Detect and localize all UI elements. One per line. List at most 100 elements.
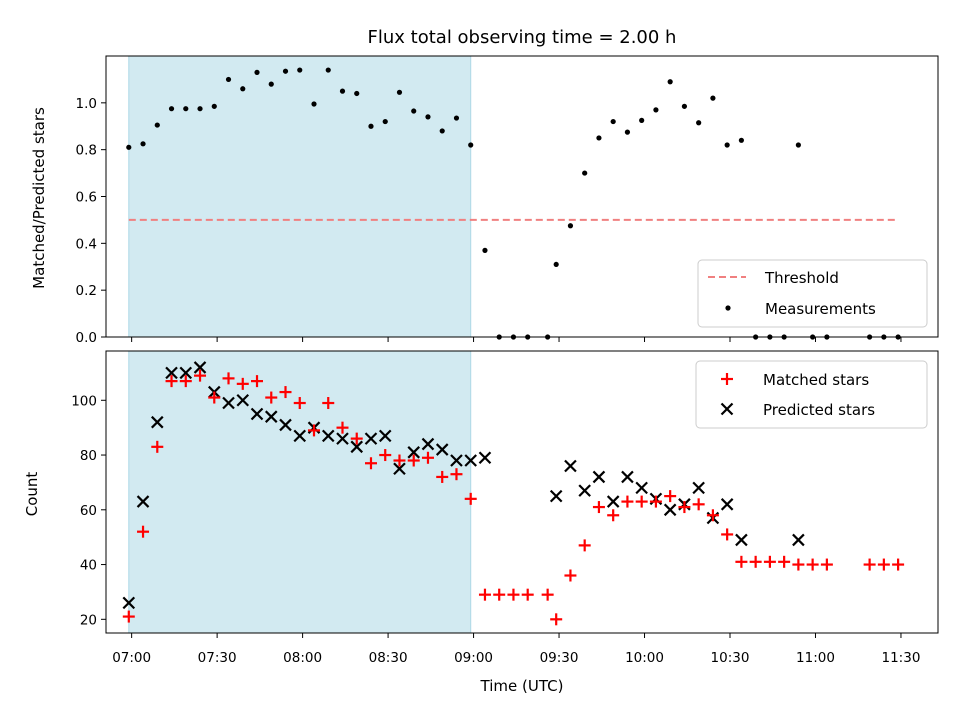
predicted-marker-stroke [635, 481, 648, 495]
x-tick-label: 08:30 [369, 650, 408, 666]
matched-star-marker [393, 454, 406, 467]
matched-star-marker [251, 375, 264, 388]
predicted-star-marker [236, 394, 250, 407]
matched-star-marker [336, 421, 349, 434]
matched-star-marker [364, 457, 377, 470]
predicted-star-marker [193, 361, 207, 374]
measurement-point [439, 128, 445, 134]
predicted-marker-stroke [549, 489, 563, 503]
legend-matched-label: Matched stars [763, 371, 869, 389]
measurement-point [596, 135, 602, 141]
measurement-point [795, 142, 801, 148]
predicted-marker-stroke [621, 470, 634, 484]
matched-star-marker [436, 470, 449, 483]
predicted-marker-stroke [151, 415, 164, 429]
measurement-point [696, 120, 702, 126]
predicted-marker-stroke [735, 533, 748, 547]
matched-star-marker [507, 588, 520, 601]
predicted-star-marker [621, 470, 634, 484]
measurement-point [582, 170, 588, 176]
measurement-point [354, 90, 360, 97]
matched-star-marker [179, 375, 192, 388]
bottom-y-tick-label: 80 [80, 448, 97, 464]
legend-measurements-label: Measurements [765, 300, 876, 318]
measurement-point [653, 107, 659, 113]
predicted-marker-stroke [692, 481, 705, 495]
predicted-marker-stroke [435, 443, 449, 456]
top-legend: Threshold Measurements [697, 259, 928, 328]
predicted-marker-stroke [564, 459, 577, 473]
matched-star-marker [820, 558, 833, 571]
matched-star-marker [678, 501, 691, 514]
measurement-point [724, 142, 730, 148]
measurement-point [140, 141, 146, 147]
predicted-star-marker [792, 533, 805, 547]
measurement-point [311, 101, 317, 107]
measurement-point [154, 122, 160, 128]
predicted-star-marker [478, 451, 492, 465]
matched-star-marker [350, 432, 363, 445]
top-y-tick-label: 0.2 [76, 283, 97, 299]
x-tick-label: 09:00 [454, 650, 493, 666]
predicted-marker-stroke [464, 454, 477, 467]
measurement-point [282, 68, 289, 74]
predicted-marker-stroke [236, 394, 250, 407]
bottom-legend-box [695, 360, 928, 429]
matched-star-marker [450, 468, 463, 481]
predicted-star-marker [450, 454, 463, 467]
measurement-point [738, 137, 744, 143]
predicted-star-marker [336, 432, 349, 445]
predicted-marker-stroke [350, 440, 364, 454]
x-axis-label: Time (UTC) [480, 677, 564, 695]
predicted-marker-stroke [222, 396, 235, 410]
predicted-star-marker [364, 432, 378, 445]
predicted-marker-stroke [264, 410, 278, 423]
measurement-point [368, 123, 374, 129]
measurement-point [411, 108, 417, 114]
chart-title: Flux total observing time = 2.00 h [368, 27, 677, 48]
predicted-marker-stroke [578, 484, 591, 497]
bottom-panel: 20 40 60 80 100 07:00 07:30 08:00 08:30 09:00 09:3… [71, 350, 939, 666]
predicted-star-marker [606, 495, 620, 508]
matched-star-marker [749, 555, 762, 568]
matched-star-marker [635, 495, 648, 508]
predicted-star-marker [464, 454, 477, 467]
predicted-star-marker [663, 503, 677, 517]
predicted-marker-stroke [193, 361, 207, 374]
measurement-point [382, 118, 388, 125]
bottom-y-tick-label: 60 [80, 503, 97, 519]
predicted-marker-stroke [393, 462, 406, 476]
measurement-point [168, 106, 175, 112]
matched-star-marker [165, 375, 178, 388]
matched-star-marker [706, 509, 719, 522]
predicted-marker-stroke [364, 432, 378, 445]
predicted-star-marker [165, 366, 178, 380]
x-tick-label: 11:00 [796, 650, 835, 666]
matched-star-marker [778, 555, 791, 568]
matched-star-marker [379, 449, 392, 462]
matched-star-marker [493, 588, 506, 601]
matched-star-marker [892, 558, 905, 571]
measurement-point [710, 95, 716, 101]
predicted-marker-stroke [136, 495, 150, 508]
measurement-point [468, 142, 474, 148]
measurement-point [610, 118, 616, 125]
predicted-marker-stroke [279, 418, 292, 432]
measurement-point [639, 117, 645, 123]
matched-star-marker [122, 610, 135, 623]
predicted-star-marker [564, 459, 577, 473]
predicted-star-marker [321, 429, 335, 443]
predicted-marker-stroke [720, 498, 734, 511]
measurement-point [325, 67, 331, 73]
matched-star-marker [607, 509, 620, 522]
matched-star-marker [208, 391, 221, 404]
measurement-point [197, 106, 203, 112]
matched-star-marker [564, 569, 577, 582]
predicted-marker-stroke [293, 429, 307, 443]
predicted-star-marker [151, 415, 164, 429]
bottom-shaded-region [128, 350, 472, 634]
matched-star-marker [478, 588, 491, 601]
matched-star-marker [649, 495, 662, 508]
matched-star-marker [222, 372, 235, 385]
